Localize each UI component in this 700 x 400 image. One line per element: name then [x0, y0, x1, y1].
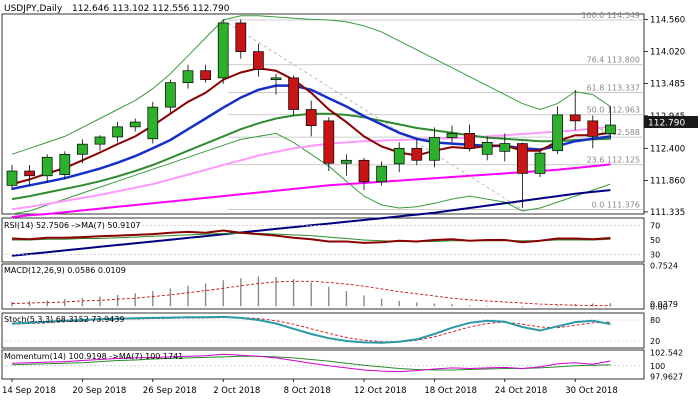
- ohlc-label: 112.646 113.102 112.556 112.790: [72, 4, 230, 14]
- bull-candle: [147, 106, 159, 140]
- stoch-k-line: [11, 315, 611, 344]
- rsi-tick-label: 30: [650, 251, 660, 260]
- panel-frame-macd: [1, 263, 645, 310]
- price-tick-label: 111.335: [650, 208, 685, 218]
- bollinger-lower-line: [11, 132, 611, 215]
- bull-candle: [605, 124, 616, 134]
- bull-candle: [129, 121, 141, 128]
- bull-candle: [429, 137, 440, 161]
- symbol-label: USDJPY,Daily: [4, 4, 63, 14]
- bull-candle: [534, 152, 546, 174]
- date-tick-label: 14 Sep 2018: [2, 386, 56, 396]
- bear-candle: [464, 133, 475, 149]
- bull-candle: [341, 159, 352, 164]
- bull-candle: [481, 142, 493, 155]
- price-panel: 114.560114.020113.485112.945112.400111.8…: [2, 11, 685, 396]
- bear-candle: [411, 147, 423, 161]
- price-tick-label: 113.485: [650, 80, 685, 90]
- price-tick-label: 112.400: [650, 144, 685, 154]
- bull-candle: [499, 143, 511, 152]
- macd-title: MACD(12,26,9) 0.0586 0.0109: [4, 266, 126, 275]
- bear-candle: [517, 143, 528, 174]
- stoch-tick-label: 80: [650, 316, 660, 325]
- bollinger-upper-line: [11, 15, 611, 155]
- date-tick-label: 8 Oct 2018: [284, 386, 331, 396]
- panel-frame-mom: [1, 349, 645, 380]
- pink-ma-line: [11, 125, 611, 211]
- bull-candle: [77, 143, 88, 155]
- rsi-tick-label: 50: [650, 236, 660, 245]
- momentum-tick-label: 97.9627: [650, 373, 683, 382]
- momentum-ma-line: [11, 355, 611, 371]
- stoch-tick-label: 20: [650, 337, 660, 346]
- bull-candle: [446, 133, 458, 138]
- fib-level-label: 23.6 112.125: [587, 156, 640, 165]
- price-tick-label: 114.560: [650, 15, 685, 25]
- bull-candle: [217, 22, 229, 79]
- momentum-tick-label: 102.542: [650, 348, 683, 357]
- fib-level-label: 61.8 113.337: [587, 83, 640, 92]
- macd-signal-line: [11, 280, 611, 307]
- bear-candle: [253, 51, 264, 70]
- bull-candle: [182, 70, 194, 84]
- stoch-d-line: [11, 317, 611, 343]
- magenta-ma-line: [11, 163, 611, 218]
- bull-candle: [393, 147, 405, 165]
- fib-level-label: 76.4 113.800: [587, 56, 640, 65]
- panel-frame-stoch: [1, 312, 645, 349]
- darkred-ma-line: [11, 67, 611, 186]
- momentum-tick-label: 100: [650, 362, 665, 371]
- bear-candle: [200, 70, 211, 81]
- price-tick-label: 114.020: [650, 48, 685, 58]
- bear-candle: [323, 120, 335, 164]
- fib-level-label: 50.0 112.963: [587, 106, 640, 115]
- bull-candle: [94, 136, 106, 145]
- stoch-title: Stoch(5,3,3) 68.3152 73.9439: [4, 315, 124, 324]
- bear-candle: [305, 109, 317, 126]
- bear-candle: [24, 170, 35, 177]
- panel-frame-main: [1, 13, 645, 215]
- momentum-line: [11, 353, 611, 373]
- current-price-marker: [644, 116, 698, 128]
- date-tick-label: 18 Oct 2018: [424, 386, 477, 396]
- macd-tick-label: 0.7524: [650, 261, 678, 270]
- current-price-label: 112.790: [648, 119, 685, 129]
- price-tick-label: 111.860: [650, 177, 685, 187]
- bear-candle: [569, 114, 581, 122]
- fib-level-label: 100.0 114.549: [581, 11, 640, 20]
- rsi-title: RSI(14) 52.7506 ->MA(7) 50.9107: [4, 221, 141, 230]
- date-tick-label: 30 Oct 2018: [565, 386, 618, 396]
- bull-candle: [270, 77, 282, 81]
- fib-level-label: 0.0 111.376: [592, 200, 640, 209]
- bull-candle: [112, 126, 123, 138]
- date-tick-label: 2 Oct 2018: [213, 386, 260, 396]
- momentum-title: Momentum(14) 100.9198 ->MA(7) 100.1741: [4, 352, 183, 361]
- bear-candle: [587, 120, 599, 137]
- bull-candle: [165, 82, 176, 108]
- bear-candle: [358, 159, 370, 183]
- bull-candle: [41, 156, 53, 177]
- macd-tick-label: 0.00: [650, 302, 668, 311]
- bull-candle: [376, 165, 387, 183]
- bull-candle: [59, 153, 71, 175]
- date-tick-label: 12 Oct 2018: [354, 386, 407, 396]
- date-tick-label: 20 Sep 2018: [72, 386, 126, 396]
- date-tick-label: 24 Oct 2018: [495, 386, 548, 396]
- rsi-tick-label: 70: [650, 221, 660, 230]
- macd-tick-label: 0.0379: [650, 300, 678, 309]
- panel-frame-rsi: [1, 217, 645, 263]
- bear-candle: [235, 22, 247, 52]
- date-tick-label: 26 Sep 2018: [143, 386, 197, 396]
- rsi-line: [11, 229, 611, 244]
- bull-candle: [6, 170, 18, 186]
- bear-candle: [288, 77, 299, 110]
- bull-candle: [552, 114, 563, 152]
- fib-trendline: [222, 19, 523, 210]
